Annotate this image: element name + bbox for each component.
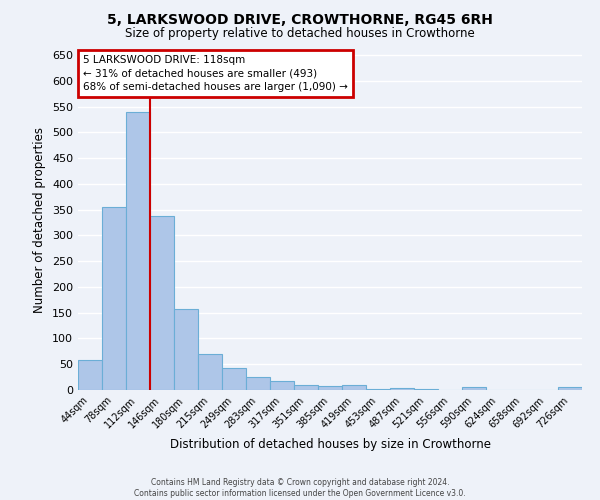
Bar bbox=[78, 360, 102, 390]
Bar bbox=[198, 354, 222, 390]
Bar bbox=[102, 207, 126, 390]
Bar bbox=[414, 389, 438, 390]
Bar bbox=[246, 377, 270, 390]
Text: 5 LARKSWOOD DRIVE: 118sqm
← 31% of detached houses are smaller (493)
68% of semi: 5 LARKSWOOD DRIVE: 118sqm ← 31% of detac… bbox=[83, 55, 348, 92]
Text: 5, LARKSWOOD DRIVE, CROWTHORNE, RG45 6RH: 5, LARKSWOOD DRIVE, CROWTHORNE, RG45 6RH bbox=[107, 12, 493, 26]
Text: Size of property relative to detached houses in Crowthorne: Size of property relative to detached ho… bbox=[125, 28, 475, 40]
Bar bbox=[126, 112, 150, 390]
Bar bbox=[342, 385, 366, 390]
Bar bbox=[222, 368, 246, 390]
Bar bbox=[558, 388, 582, 390]
Bar bbox=[150, 216, 174, 390]
Bar bbox=[366, 389, 390, 390]
Text: Contains HM Land Registry data © Crown copyright and database right 2024.
Contai: Contains HM Land Registry data © Crown c… bbox=[134, 478, 466, 498]
Bar bbox=[462, 388, 486, 390]
Bar bbox=[318, 386, 342, 390]
X-axis label: Distribution of detached houses by size in Crowthorne: Distribution of detached houses by size … bbox=[170, 438, 491, 451]
Bar bbox=[270, 381, 294, 390]
Bar bbox=[294, 385, 318, 390]
Bar bbox=[174, 309, 198, 390]
Y-axis label: Number of detached properties: Number of detached properties bbox=[34, 127, 46, 313]
Bar bbox=[390, 388, 414, 390]
